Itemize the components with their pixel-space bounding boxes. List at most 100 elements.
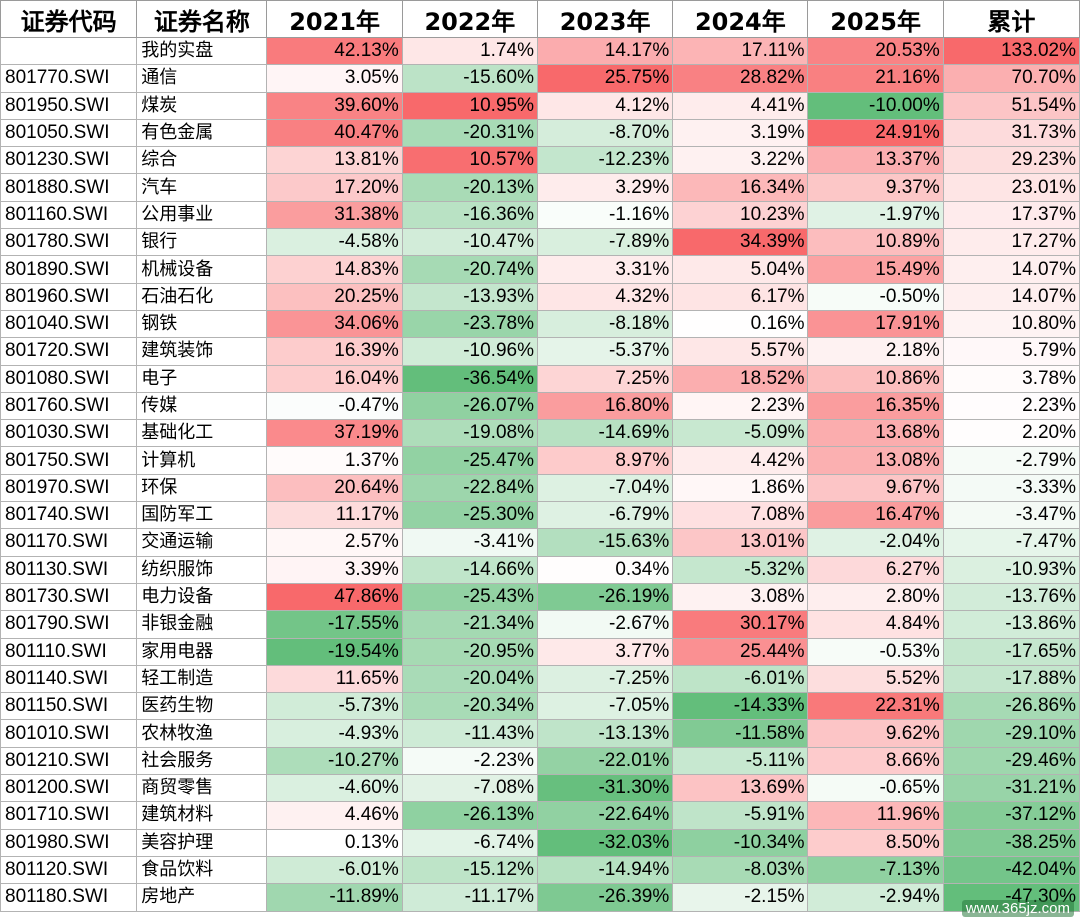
return-cell-2022: -26.07% (401, 391, 538, 421)
header-2025: 2025年 (807, 0, 944, 38)
return-cell-2021: 31.38% (266, 200, 403, 230)
security-name-cell: 汽车 (136, 173, 268, 202)
return-cell-2025: -0.65% (807, 774, 944, 803)
header-2023: 2023年 (536, 0, 674, 38)
security-name-cell: 钢铁 (136, 309, 268, 339)
return-cell-2024: -5.91% (672, 801, 809, 830)
return-cell-2025: 15.49% (807, 255, 944, 284)
table-row: 801050.SWI 有色金属 40.47% -20.31% -8.70% 3.19% 24… (0, 118, 1080, 148)
return-cell-2025: 16.35% (807, 391, 944, 421)
return-cell-2022: -11.43% (401, 719, 538, 748)
security-name-cell: 银行 (136, 228, 268, 257)
return-cell-2025: 13.37% (807, 146, 944, 175)
table-row: 801040.SWI 钢铁 34.06% -23.78% -8.18% 0.16% 17.9… (0, 309, 1080, 339)
return-cell-cumulative: -2.79% (942, 446, 1080, 475)
return-cell-2024: 17.11% (672, 36, 809, 66)
return-cell-2022: -10.96% (401, 337, 538, 366)
return-cell-2023: -1.16% (536, 200, 674, 230)
return-cell-cumulative: -17.65% (942, 637, 1080, 666)
return-cell-2021: 17.20% (266, 173, 403, 202)
return-cell-cumulative: -13.76% (942, 582, 1080, 612)
security-name-cell: 环保 (136, 473, 268, 503)
return-cell-2022: -2.23% (401, 746, 538, 776)
return-cell-cumulative: 2.20% (942, 419, 1080, 448)
return-cell-cumulative: 133.02% (942, 36, 1080, 66)
table-row: 801230.SWI 综合 13.81% 10.57% -12.23% 3.22% 13.3… (0, 146, 1080, 175)
return-cell-2025: 6.27% (807, 555, 944, 584)
return-cell-2023: 3.31% (536, 255, 674, 284)
table-row: 801950.SWI 煤炭 39.60% 10.95% 4.12% 4.41% -10.00… (0, 91, 1080, 120)
return-cell-2022: -20.34% (401, 692, 538, 721)
return-cell-cumulative: -3.47% (942, 501, 1080, 530)
return-cell-2024: -5.32% (672, 555, 809, 584)
return-cell-2024: 7.08% (672, 501, 809, 530)
table-row: 801140.SWI 轻工制造 11.65% -20.04% -7.25% -6.01% 5… (0, 664, 1080, 694)
return-cell-cumulative: 2.23% (942, 391, 1080, 421)
return-cell-2024: -8.03% (672, 855, 809, 885)
return-cell-2021: -19.54% (266, 637, 403, 666)
return-cell-2021: 2.57% (266, 528, 403, 557)
security-code-cell: 801740.SWI (0, 501, 138, 530)
return-cell-2022: -14.66% (401, 555, 538, 584)
security-name-cell: 轻工制造 (136, 664, 268, 694)
return-cell-cumulative: 31.73% (942, 118, 1080, 148)
return-cell-2021: 11.65% (266, 664, 403, 694)
security-name-cell: 我的实盘 (136, 36, 268, 66)
return-cell-2023: 4.32% (536, 282, 674, 311)
return-cell-2021: 3.05% (266, 64, 403, 93)
return-cell-cumulative: 14.07% (942, 282, 1080, 311)
return-cell-2021: 20.25% (266, 282, 403, 311)
security-code-cell: 801170.SWI (0, 528, 138, 557)
security-code-cell: 801180.SWI (0, 883, 138, 912)
security-code-cell: 801040.SWI (0, 309, 138, 339)
table-body: 我的实盘 42.13% 1.74% 14.17% 17.11% 20.53% 133.02%… (0, 36, 1080, 912)
return-cell-2021: 1.37% (266, 446, 403, 475)
return-cell-2023: -12.23% (536, 146, 674, 175)
return-cell-2022: -3.41% (401, 528, 538, 557)
security-code-cell: 801720.SWI (0, 337, 138, 366)
table-row: 801890.SWI 机械设备 14.83% -20.74% 3.31% 5.04% 15.… (0, 255, 1080, 284)
return-cell-2022: -25.30% (401, 501, 538, 530)
security-name-cell: 公用事业 (136, 200, 268, 230)
table-row: 801790.SWI 非银金融 -17.55% -21.34% -2.67% 30.17%… (0, 610, 1080, 639)
security-name-cell: 煤炭 (136, 91, 268, 120)
return-cell-2025: 2.80% (807, 582, 944, 612)
return-cell-2023: -7.05% (536, 692, 674, 721)
table-row: 801030.SWI 基础化工 37.19% -19.08% -14.69% -5.09%… (0, 419, 1080, 448)
security-code-cell (0, 36, 138, 66)
header-2022: 2022年 (401, 0, 538, 38)
return-cell-2022: -13.93% (401, 282, 538, 311)
security-code-cell: 801080.SWI (0, 364, 138, 393)
return-cell-2022: -20.74% (401, 255, 538, 284)
return-cell-2023: 14.17% (536, 36, 674, 66)
return-cell-cumulative: 10.80% (942, 309, 1080, 339)
return-cell-2025: 10.89% (807, 228, 944, 257)
return-cell-2021: -4.58% (266, 228, 403, 257)
return-cell-2024: 3.08% (672, 582, 809, 612)
return-cell-cumulative: 23.01% (942, 173, 1080, 202)
return-cell-2025: 21.16% (807, 64, 944, 93)
return-cell-2021: -5.73% (266, 692, 403, 721)
table-row: 801780.SWI 银行 -4.58% -10.47% -7.89% 34.39% 10.… (0, 228, 1080, 257)
header-code: 证券代码 (0, 0, 138, 38)
security-name-cell: 石油石化 (136, 282, 268, 311)
return-cell-2023: -22.01% (536, 746, 674, 776)
security-name-cell: 交通运输 (136, 528, 268, 557)
return-cell-2023: 8.97% (536, 446, 674, 475)
return-cell-2025: -7.13% (807, 855, 944, 885)
return-cell-2023: 3.77% (536, 637, 674, 666)
security-code-cell: 801770.SWI (0, 64, 138, 93)
return-cell-2024: 28.82% (672, 64, 809, 93)
return-cell-2022: -21.34% (401, 610, 538, 639)
table-row: 801740.SWI 国防军工 11.17% -25.30% -6.79% 7.08% 16… (0, 501, 1080, 530)
table-row: 801110.SWI 家用电器 -19.54% -20.95% 3.77% 25.44% -… (0, 637, 1080, 666)
return-cell-cumulative: 14.07% (942, 255, 1080, 284)
security-name-cell: 电力设备 (136, 582, 268, 612)
return-cell-2022: -20.04% (401, 664, 538, 694)
security-code-cell: 801960.SWI (0, 282, 138, 311)
return-cell-2023: -7.89% (536, 228, 674, 257)
return-cell-2024: 13.69% (672, 774, 809, 803)
return-cell-2023: 7.25% (536, 364, 674, 393)
return-cell-2021: 20.64% (266, 473, 403, 503)
